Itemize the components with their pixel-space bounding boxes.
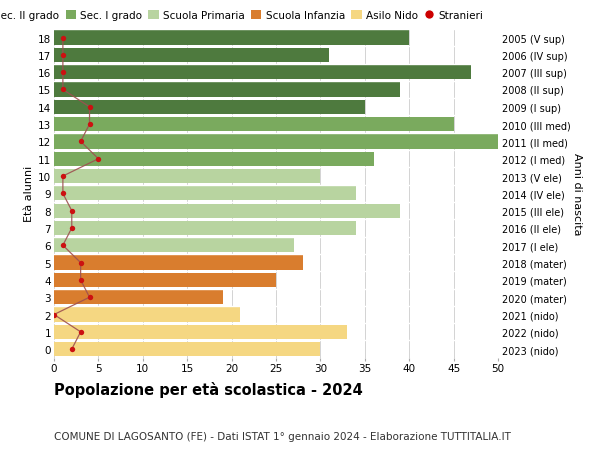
Point [94,156,103,163]
Point [85,104,94,111]
Y-axis label: Età alunni: Età alunni [24,166,34,222]
Y-axis label: Anni di nascita: Anni di nascita [572,153,582,235]
Bar [54,66,472,80]
Point [67,346,77,353]
Point [76,259,85,267]
Bar [54,118,454,132]
Text: Popolazione per età scolastica - 2024: Popolazione per età scolastica - 2024 [54,381,363,397]
Bar [54,239,294,253]
Point [76,277,85,284]
Point [58,173,68,180]
Bar [54,204,400,218]
Point [58,190,68,197]
Bar [54,83,400,97]
Legend: Sec. II grado, Sec. I grado, Scuola Primaria, Scuola Infanzia, Asilo Nido, Stran: Sec. II grado, Sec. I grado, Scuola Prim… [0,11,484,22]
Point [58,87,68,94]
Bar [54,187,356,201]
Bar [54,291,223,305]
Point [49,311,59,319]
Point [58,242,68,249]
Point [58,35,68,42]
Point [58,52,68,59]
Point [67,207,77,215]
Point [76,139,85,146]
Point [85,294,94,301]
Point [85,121,94,129]
Bar [54,342,320,357]
Text: COMUNE DI LAGOSANTO (FE) - Dati ISTAT 1° gennaio 2024 - Elaborazione TUTTITALIA.: COMUNE DI LAGOSANTO (FE) - Dati ISTAT 1°… [54,431,511,441]
Bar [54,308,241,322]
Bar [54,152,374,167]
Bar [54,169,320,184]
Bar [54,256,302,270]
Bar [54,221,356,235]
Point [58,69,68,77]
Bar [54,49,329,63]
Point [67,225,77,232]
Bar [54,31,409,45]
Bar [54,101,365,115]
Bar [54,273,276,287]
Point [76,329,85,336]
Bar [54,135,498,149]
Bar [54,325,347,339]
